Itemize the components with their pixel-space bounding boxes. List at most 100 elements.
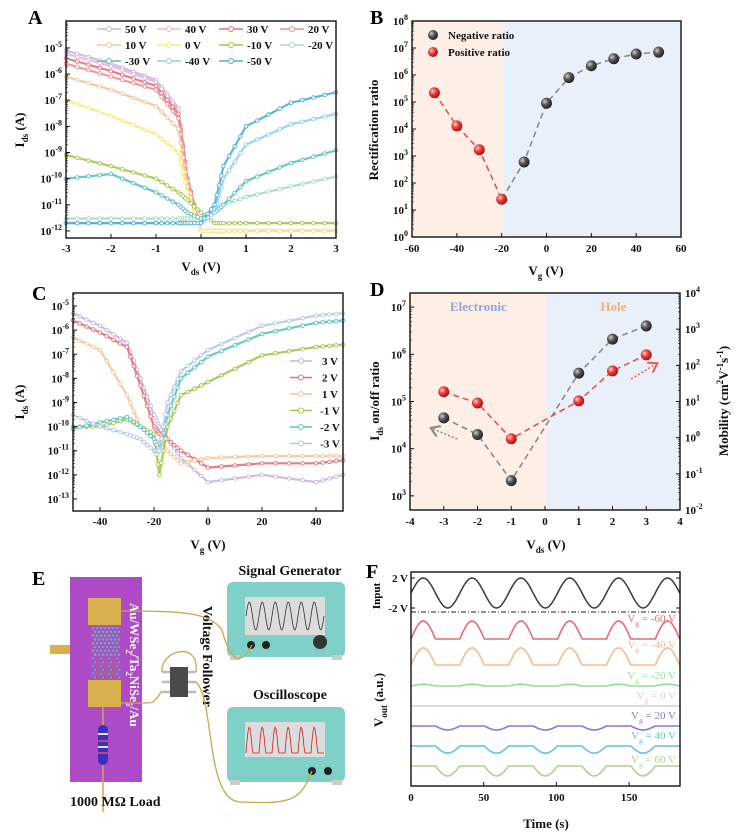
label-segment: g — [639, 760, 643, 769]
x-axis-title: Vds (V) — [526, 537, 565, 555]
data-point — [266, 112, 271, 117]
data-point — [205, 479, 211, 485]
atom — [107, 634, 111, 637]
atom — [111, 664, 115, 668]
tick-base: 10 — [391, 444, 403, 456]
atom — [107, 649, 111, 653]
data-point — [185, 452, 190, 458]
data-point — [286, 461, 292, 466]
x-tick-label: 0 — [408, 792, 414, 804]
data-point — [86, 105, 91, 111]
tick-exponent: 4 — [402, 441, 406, 450]
output-trace: Vg = 0 V — [411, 690, 680, 707]
series-line — [66, 91, 337, 225]
resistor-band — [98, 740, 108, 742]
data-point — [185, 370, 190, 376]
y-tick-label: 10-8 — [51, 370, 69, 385]
data-point — [192, 358, 197, 363]
data-point — [573, 367, 585, 379]
atom — [111, 641, 115, 645]
legend-marker — [106, 26, 112, 32]
data-point — [161, 424, 166, 429]
tick-base: 10 — [685, 324, 697, 336]
label-segment: I — [367, 436, 382, 441]
atom — [91, 672, 95, 675]
label-segment: NiSe — [127, 676, 142, 702]
series-line — [443, 354, 647, 440]
atom — [113, 638, 117, 641]
y-tick-label: 10-13 — [47, 491, 69, 506]
data-point — [232, 144, 237, 149]
panel-label-d: D — [370, 279, 384, 301]
atom — [95, 641, 99, 645]
data-point — [104, 359, 109, 364]
tick-exponent: 3 — [696, 321, 700, 330]
data-point — [77, 338, 82, 343]
bottom-electrode — [88, 680, 121, 707]
data-point — [438, 386, 450, 398]
label-segment: 5 — [124, 702, 134, 707]
data-point — [176, 116, 181, 121]
data-point — [178, 368, 184, 374]
x-tick-label: 150 — [621, 792, 638, 804]
atom — [97, 660, 101, 664]
atom — [95, 657, 99, 660]
data-point — [185, 389, 190, 395]
data-point — [232, 476, 238, 481]
data-point — [195, 207, 200, 212]
data-point — [243, 220, 249, 226]
data-point — [238, 184, 243, 190]
tick-exponent: -12 — [51, 223, 62, 232]
label-segment: Mobility (cm — [716, 384, 731, 456]
data-point — [313, 453, 319, 459]
data-point — [153, 83, 159, 89]
data-point — [208, 218, 214, 223]
label-segment: Au/WSe — [127, 603, 142, 649]
data-point — [175, 400, 180, 406]
atom — [105, 676, 109, 679]
input-tick-label: 2 V — [392, 573, 408, 585]
data-point — [273, 321, 278, 326]
data-point — [131, 408, 136, 414]
data-point — [119, 216, 125, 221]
legend-item: 0 V — [157, 40, 201, 52]
tick-exponent: 5 — [404, 94, 408, 103]
x-tick-label: -40 — [449, 243, 464, 255]
tick-exponent: -10 — [58, 419, 69, 428]
y-tick-label: 107 — [393, 40, 408, 55]
atom — [115, 634, 119, 637]
data-point — [226, 220, 232, 226]
data-point — [84, 423, 89, 428]
atom — [93, 645, 97, 649]
data-point — [585, 60, 597, 72]
data-point — [266, 132, 271, 137]
data-point — [119, 72, 125, 78]
tick-exponent: -10 — [51, 171, 62, 180]
data-point — [97, 172, 102, 178]
data-point — [97, 71, 102, 76]
trace-line — [411, 745, 680, 755]
data-point — [142, 185, 147, 191]
data-point — [119, 176, 125, 181]
y2-tick-label: 103 — [685, 321, 700, 336]
legend-label: -3 V — [320, 439, 340, 451]
legend-marker — [166, 42, 172, 48]
data-point — [191, 204, 197, 209]
atom — [113, 668, 117, 672]
data-point — [171, 454, 177, 460]
output-trace: Vg = -40 V — [410, 639, 681, 666]
series--40V — [63, 111, 339, 226]
data-point — [74, 216, 80, 221]
x-tick-label: -20 — [494, 243, 509, 255]
data-point — [134, 416, 140, 422]
data-point — [232, 366, 238, 371]
label-segment: g — [538, 271, 543, 281]
atom — [97, 653, 101, 656]
panel-label-f: F — [366, 561, 378, 583]
data-point — [170, 186, 176, 192]
data-point — [131, 71, 136, 77]
data-point — [74, 155, 80, 161]
tick-exponent: 5 — [402, 394, 406, 403]
data-point — [273, 351, 278, 356]
atom — [109, 676, 113, 679]
